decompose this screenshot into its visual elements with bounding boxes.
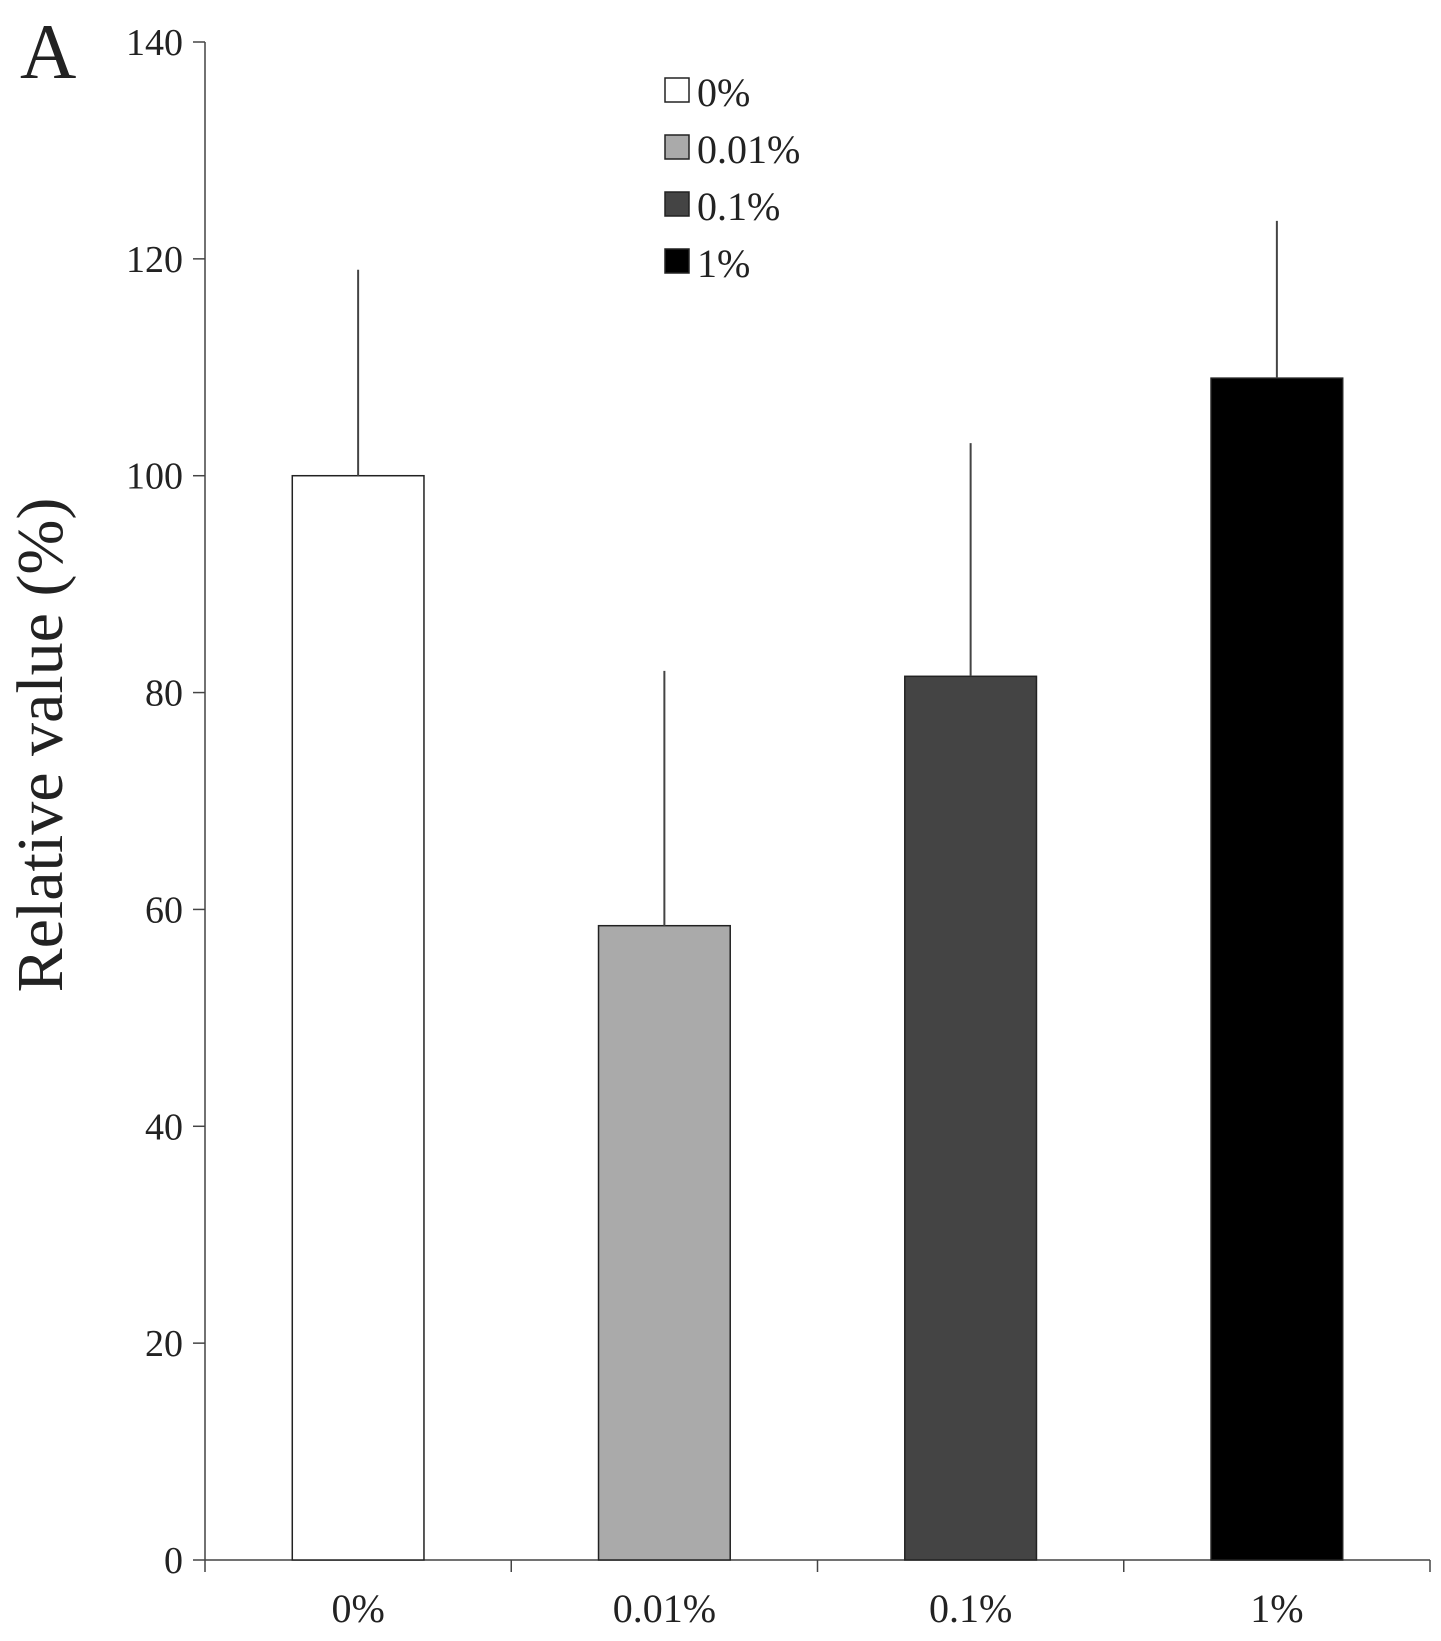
legend-swatch xyxy=(664,77,690,103)
y-tick-label: 20 xyxy=(145,1323,183,1365)
y-tick-label: 120 xyxy=(126,239,183,281)
y-tick-label: 140 xyxy=(126,22,183,64)
bar xyxy=(904,675,1038,1561)
y-axis-label: Relative value (%) xyxy=(4,498,77,993)
bar xyxy=(597,924,731,1561)
y-tick-label: 0 xyxy=(164,1540,183,1582)
legend-entry-label: 0.01% xyxy=(697,127,800,172)
panel-label: A xyxy=(20,8,76,95)
axes: 0 20 40 60 80 100 120 140 0% 0.01% 0.1% 1% xyxy=(126,22,1431,1631)
y-tick-label: 40 xyxy=(145,1106,183,1148)
x-category-label: 0.1% xyxy=(929,1586,1012,1631)
x-category-label: 0% xyxy=(331,1586,384,1631)
y-tick-label: 100 xyxy=(126,456,183,498)
legend-swatch xyxy=(664,134,690,160)
legend-entry-label: 0% xyxy=(697,70,750,115)
legend-swatch xyxy=(664,191,690,217)
bar xyxy=(291,474,425,1561)
legend-entry-label: 0.1% xyxy=(697,184,780,229)
error-bars xyxy=(357,220,1278,926)
legend: 0% 0.01% 0.1% 1% xyxy=(664,70,800,286)
bar xyxy=(1210,377,1344,1561)
y-tick-label: 80 xyxy=(145,673,183,715)
legend-entry-label: 1% xyxy=(697,241,750,286)
legend-swatch xyxy=(664,248,690,274)
bars xyxy=(291,377,1344,1561)
y-tick-label: 60 xyxy=(145,889,183,931)
x-category-label: 0.01% xyxy=(613,1586,716,1631)
x-category-label: 1% xyxy=(1250,1586,1303,1631)
